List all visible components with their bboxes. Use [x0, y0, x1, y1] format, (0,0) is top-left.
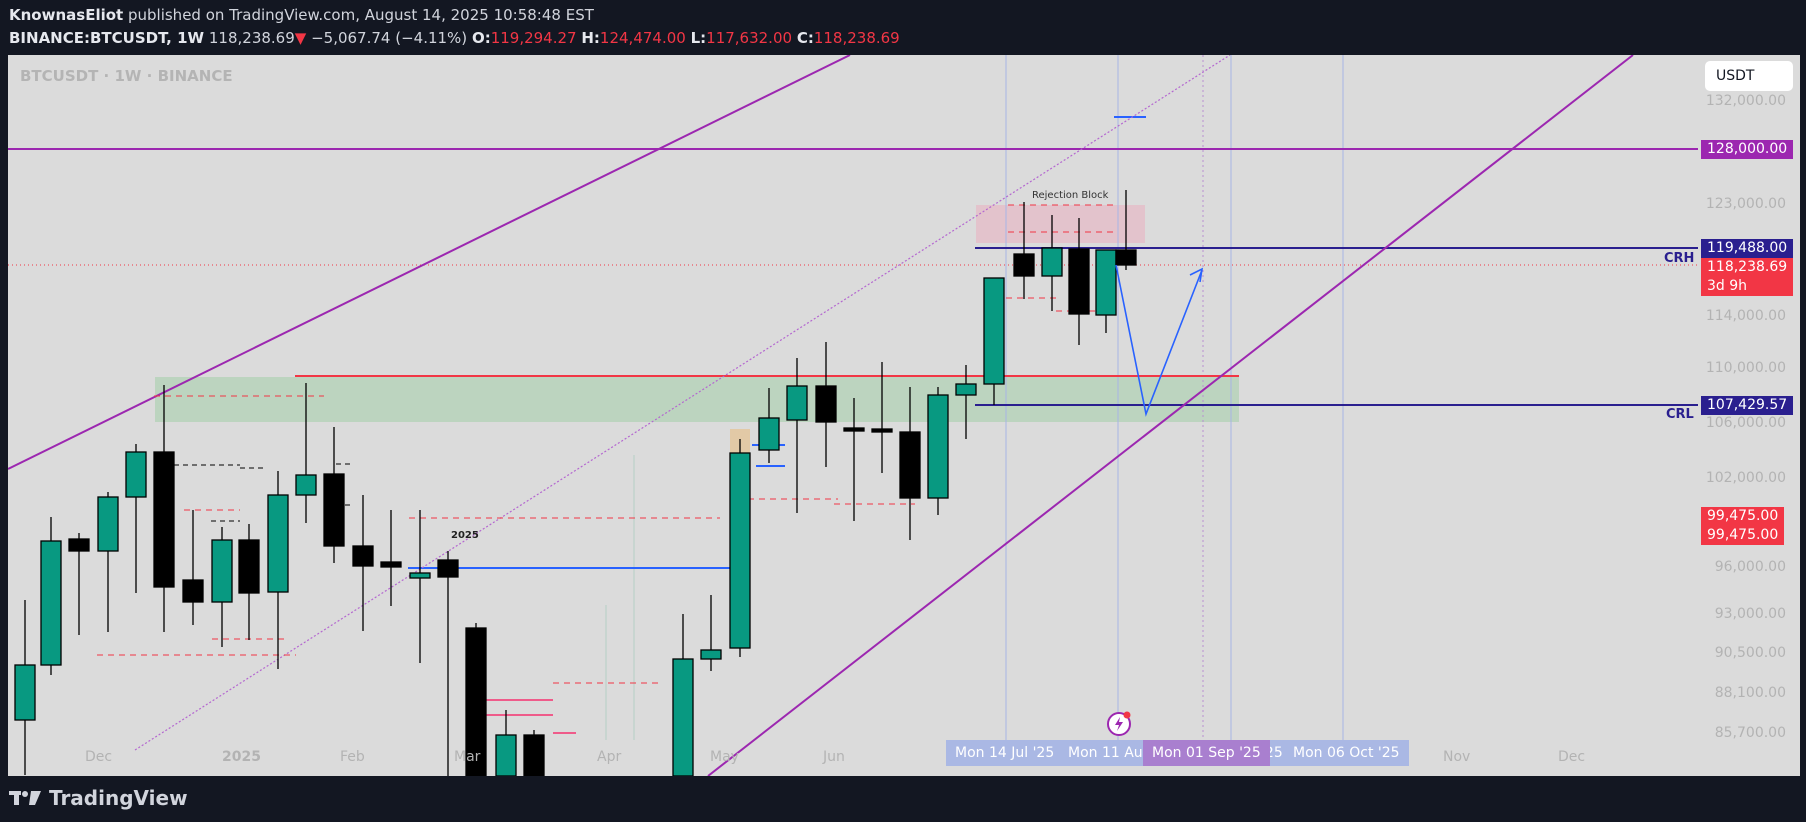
candle [1115, 249, 1137, 266]
alert-tag-1: 99,475.00 [1701, 507, 1785, 526]
publish-info: KnownasEliot published on TradingView.co… [9, 6, 594, 24]
candle [153, 451, 175, 588]
tradingview-wordmark: TradingView [49, 786, 188, 810]
price-plot[interactable] [8, 55, 1800, 776]
close-value: 118,238.69 [813, 29, 900, 47]
open-value: 119,294.27 [490, 29, 577, 47]
price-tag-crl: 107,429.57 [1701, 396, 1794, 415]
candle [899, 431, 921, 499]
candle [380, 561, 402, 568]
date-badge-jul14: Mon 14 Jul '25 [946, 740, 1064, 766]
candle [1068, 248, 1090, 315]
symbol-watermark: BTCUSDT · 1W · BINANCE [20, 67, 233, 85]
candle [40, 540, 62, 666]
candle [295, 474, 317, 496]
candle [465, 627, 487, 776]
chart-pane[interactable]: BTCUSDT · 1W · BINANCE Rejection Block 2… [8, 55, 1800, 776]
candle [211, 539, 233, 603]
candle [1041, 247, 1063, 277]
alert-tag-2: 99,475.00 [1701, 526, 1785, 545]
lightning-alert-icon[interactable] [1105, 709, 1135, 739]
candle [352, 545, 374, 567]
time-tick: Apr [597, 749, 622, 765]
crh-label: CRH [1664, 251, 1695, 266]
candle [1013, 253, 1035, 277]
candle [523, 734, 545, 776]
tv-logo-icon [9, 791, 41, 805]
small-year-label: 2025 [451, 530, 479, 541]
tradingview-logo[interactable]: TradingView [9, 786, 188, 810]
price-tag-128000: 128,000.00 [1701, 140, 1794, 159]
time-tick: Feb [340, 749, 365, 765]
symbol-label: BINANCE:BTCUSDT, 1W [9, 29, 205, 47]
candle [267, 494, 289, 593]
candle [1095, 249, 1117, 316]
candle [983, 277, 1005, 385]
bar-countdown: 3d 9h [1707, 278, 1748, 294]
crl-label: CRL [1666, 407, 1694, 422]
price-tick: 114,000.00 [1705, 308, 1786, 324]
price-tick: 132,000.00 [1705, 93, 1786, 109]
last-price-value: 118,238.69 [1707, 259, 1788, 275]
candle [927, 394, 949, 499]
currency-button[interactable]: USDT [1705, 61, 1793, 91]
price-tick: 102,000.00 [1705, 470, 1786, 486]
candle [437, 559, 459, 578]
price-change: −5,067.74 (−4.11%) [311, 29, 468, 47]
price-tick: 88,100.00 [1714, 685, 1786, 701]
time-tick: 2025 [222, 749, 261, 765]
candle [182, 579, 204, 603]
time-tick: Jun [823, 749, 845, 765]
date-badge-oct06: Mon 06 Oct '25 [1284, 740, 1409, 766]
price-tick: 90,500.00 [1714, 645, 1786, 661]
time-tick: Mar [454, 749, 481, 765]
price-tick: 123,000.00 [1705, 196, 1786, 212]
low-value: 117,632.00 [706, 29, 793, 47]
demand-zone [155, 377, 1239, 422]
candle [758, 417, 780, 451]
price-tick: 96,000.00 [1714, 559, 1786, 575]
price-tick: 106,000.00 [1705, 415, 1786, 431]
price-tick: 85,700.00 [1714, 725, 1786, 741]
candle [97, 496, 119, 552]
candle [14, 664, 36, 721]
publish-text: published on TradingView.com, August 14,… [127, 6, 594, 24]
time-tick: Nov [1443, 749, 1471, 765]
time-tick: Dec [1558, 749, 1586, 765]
price-tag-crh: 119,488.00 [1701, 239, 1794, 258]
ohlc-legend: BINANCE:BTCUSDT, 1W 118,238.69▼ −5,067.7… [9, 29, 900, 47]
time-tick: Dec [85, 749, 113, 765]
candle [495, 734, 517, 776]
candle [68, 538, 90, 552]
candle [729, 452, 751, 649]
candle [786, 385, 808, 421]
candle [125, 451, 147, 498]
candle [323, 473, 345, 547]
open-label: O: [471, 29, 491, 47]
low-label: L: [690, 29, 707, 47]
candle [871, 428, 893, 433]
candle [700, 649, 722, 660]
candle [672, 658, 694, 776]
rejection-block-label: Rejection Block [1032, 190, 1109, 201]
down-arrow-icon: ▼ [294, 29, 307, 47]
author-name[interactable]: KnownasEliot [9, 6, 124, 24]
high-label: H: [581, 29, 600, 47]
candle [238, 539, 260, 594]
candle [843, 427, 865, 432]
rejection-block-zone [976, 205, 1145, 243]
candle [409, 572, 431, 579]
candle [955, 383, 977, 396]
candle [815, 385, 837, 423]
last-price: 118,238.69 [208, 29, 295, 47]
close-label: C: [796, 29, 814, 47]
price-tick: 93,000.00 [1714, 606, 1786, 622]
date-badge-sep01: Mon 01 Sep '25 [1143, 740, 1270, 766]
high-value: 124,474.00 [599, 29, 686, 47]
price-tag-last: 118,238.69 3d 9h [1701, 258, 1794, 296]
price-tick: 110,000.00 [1705, 360, 1786, 376]
time-tick: May [710, 749, 739, 765]
